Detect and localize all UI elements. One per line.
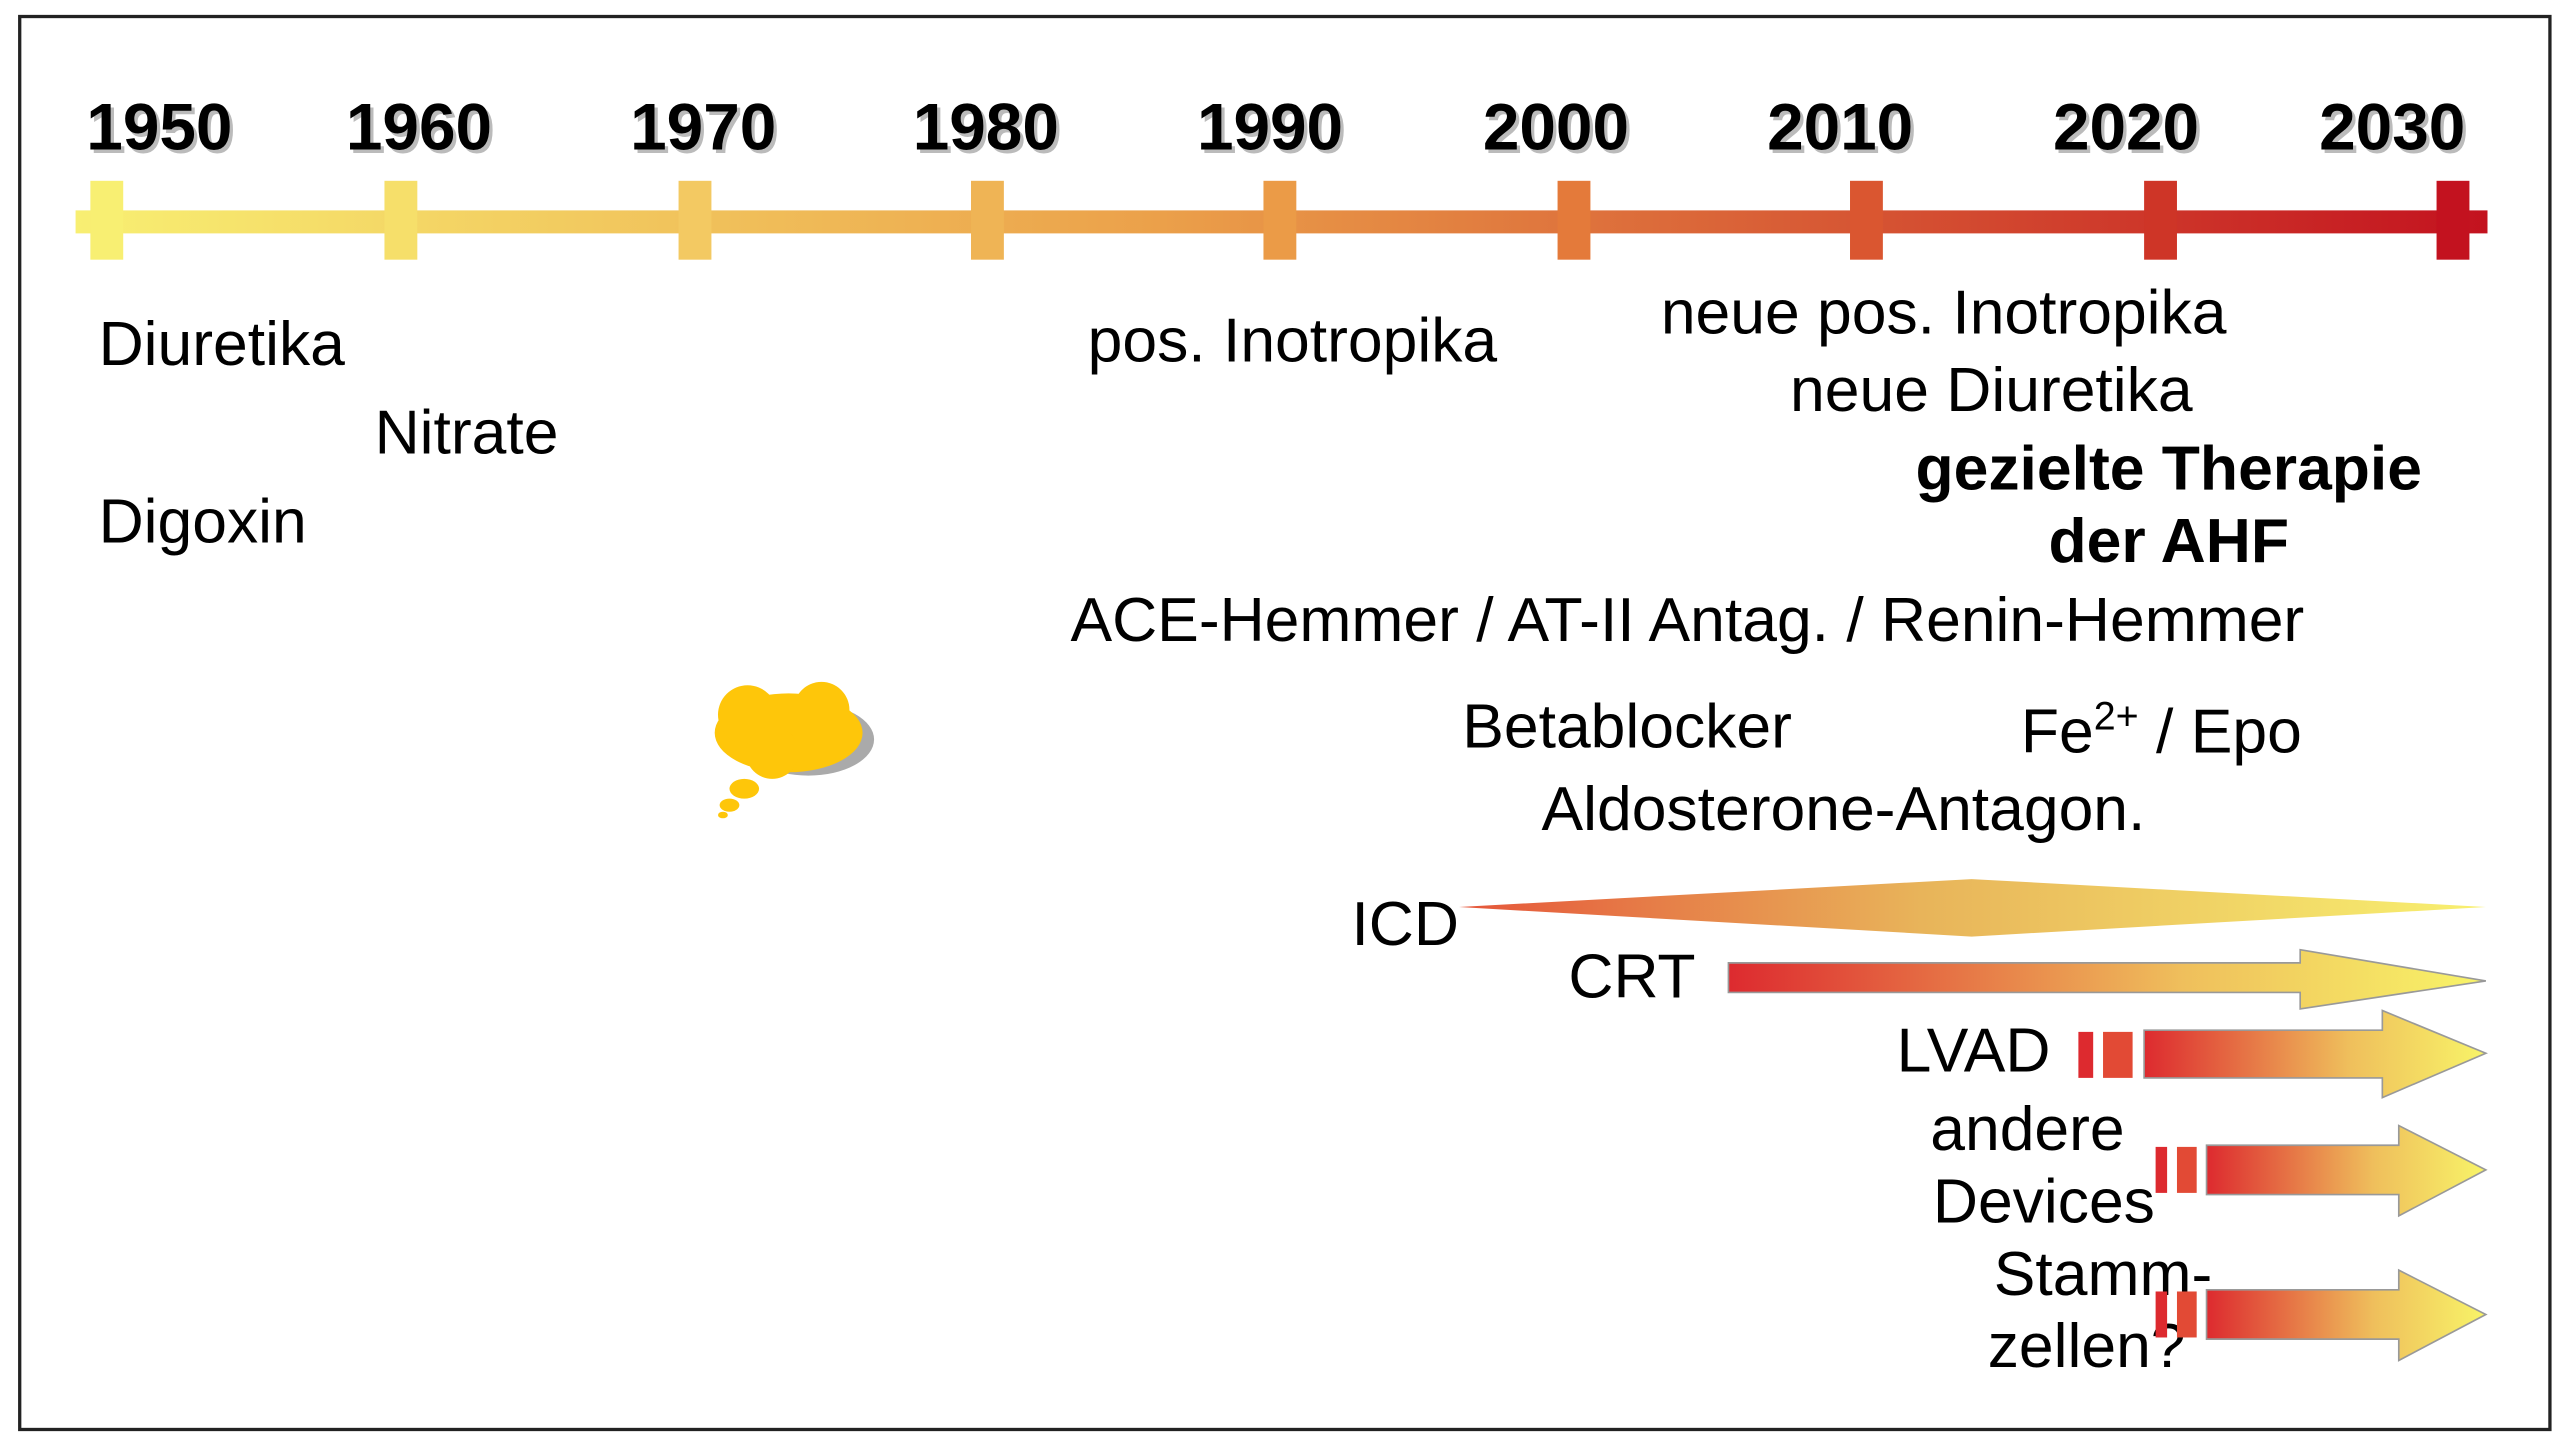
tick <box>2436 180 2470 260</box>
label: Betablocker <box>1462 692 1792 762</box>
tick <box>1557 180 1591 260</box>
label-part: / Epo <box>2139 697 2302 767</box>
device-label: Stamm- <box>1994 1239 2212 1309</box>
year-shadow: 2030 <box>2322 94 2468 167</box>
year: 2030 <box>2319 91 2465 164</box>
year: 1970 <box>630 91 776 164</box>
year-shadow: 1990 <box>1200 94 1346 167</box>
dash <box>2078 1031 2094 1078</box>
year-shadow: 2000 <box>1486 94 1632 167</box>
label: gezielte Therapie <box>1916 434 2422 504</box>
year: 1990 <box>1197 91 1343 164</box>
dash <box>2155 1291 2168 1338</box>
label: pos. Inotropika <box>1088 306 1498 376</box>
tick <box>90 180 124 260</box>
cloud <box>745 726 799 779</box>
thought-cloud <box>714 681 875 819</box>
label: Digoxin <box>99 486 307 556</box>
lvad-arrow <box>2143 1009 2488 1099</box>
year-shadow: 1950 <box>90 94 236 167</box>
device-label: zellen? <box>1988 1311 2186 1381</box>
devices-arrow <box>2205 1124 2488 1218</box>
tick <box>1263 180 1297 260</box>
year: 2010 <box>1767 91 1913 164</box>
tick <box>1850 180 1883 260</box>
devices: ICD CRT LVAD andere Devices Stamm- zelle… <box>1351 879 2488 1381</box>
tick <box>2144 180 2177 260</box>
cloud-dot <box>719 798 740 812</box>
device-label: CRT <box>1568 941 1695 1011</box>
tick <box>971 180 1004 260</box>
tick <box>678 180 712 260</box>
dash <box>2155 1146 2168 1193</box>
cloud-dot <box>717 811 728 819</box>
tick <box>384 180 418 260</box>
crt-arrow <box>1727 948 2486 1010</box>
device-label: andere <box>1930 1094 2124 1164</box>
stem-cell-arrow <box>2205 1268 2488 1362</box>
therapy-labels: Diuretika Nitrate Digoxin pos. Inotropik… <box>99 278 2422 844</box>
year: 1950 <box>86 91 232 164</box>
dash <box>2176 1291 2197 1338</box>
label: Diuretika <box>99 309 346 379</box>
frame <box>18 14 2552 1432</box>
year: 2000 <box>1483 91 1629 164</box>
label: ACE-Hemmer / AT-II Antag. / Renin-Hemmer <box>1070 585 2304 655</box>
year-shadow: 1980 <box>916 94 1062 167</box>
dash <box>2176 1146 2197 1193</box>
label: Fe2+ / Epo <box>2021 695 2302 767</box>
dash <box>2103 1031 2133 1078</box>
year-shadow: 2010 <box>1770 94 1916 167</box>
device-label: LVAD <box>1897 1015 2051 1085</box>
label: neue Diuretika <box>1790 355 2193 425</box>
device-label: Devices <box>1933 1166 2155 1236</box>
year-shadow: 2020 <box>2056 94 2202 167</box>
year: 1960 <box>346 91 492 164</box>
year: 1980 <box>913 91 1059 164</box>
label-part: Fe <box>2021 697 2094 767</box>
cloud <box>793 681 850 738</box>
cloud-dot <box>729 778 760 799</box>
ticks <box>90 180 2470 260</box>
year-labels: 1950 1950 1960 1960 1970 1970 1980 1980 … <box>86 91 2468 167</box>
year-shadow: 1960 <box>349 94 495 167</box>
label: neue pos. Inotropika <box>1661 278 2227 348</box>
device-label: ICD <box>1351 889 1459 959</box>
year: 2020 <box>2053 91 2199 164</box>
year-shadow: 1970 <box>633 94 779 167</box>
label: der AHF <box>2049 506 2289 576</box>
icd-band <box>1458 879 2486 937</box>
label: Nitrate <box>375 398 559 468</box>
superscript: 2+ <box>2094 695 2139 739</box>
label: Aldosterone-Antagon. <box>1542 774 2146 844</box>
